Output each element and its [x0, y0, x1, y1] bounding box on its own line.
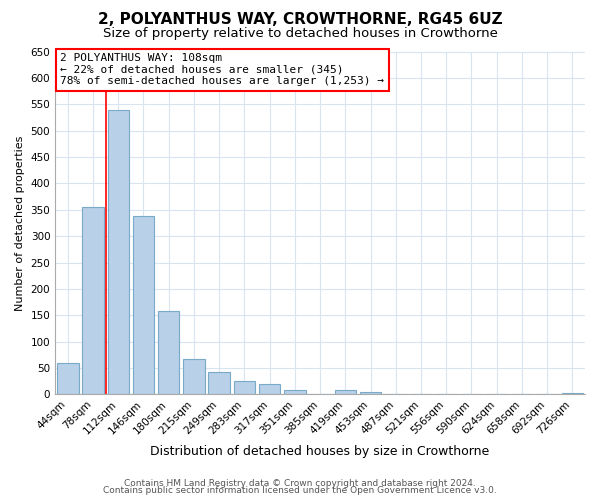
Bar — [82, 207, 104, 394]
Text: 2, POLYANTHUS WAY, CROWTHORNE, RG45 6UZ: 2, POLYANTHUS WAY, CROWTHORNE, RG45 6UZ — [98, 12, 502, 28]
Text: 2 POLYANTHUS WAY: 108sqm
← 22% of detached houses are smaller (345)
78% of semi-: 2 POLYANTHUS WAY: 108sqm ← 22% of detach… — [61, 53, 385, 86]
Bar — [259, 384, 280, 394]
Text: Contains HM Land Registry data © Crown copyright and database right 2024.: Contains HM Land Registry data © Crown c… — [124, 478, 476, 488]
Bar — [233, 382, 255, 394]
X-axis label: Distribution of detached houses by size in Crowthorne: Distribution of detached houses by size … — [151, 444, 490, 458]
Bar — [335, 390, 356, 394]
Y-axis label: Number of detached properties: Number of detached properties — [15, 136, 25, 310]
Text: Contains public sector information licensed under the Open Government Licence v3: Contains public sector information licen… — [103, 486, 497, 495]
Bar — [57, 363, 79, 394]
Bar — [133, 216, 154, 394]
Bar — [183, 358, 205, 394]
Text: Size of property relative to detached houses in Crowthorne: Size of property relative to detached ho… — [103, 28, 497, 40]
Bar — [107, 110, 129, 395]
Bar — [360, 392, 381, 394]
Bar — [158, 311, 179, 394]
Bar — [284, 390, 305, 394]
Bar — [208, 372, 230, 394]
